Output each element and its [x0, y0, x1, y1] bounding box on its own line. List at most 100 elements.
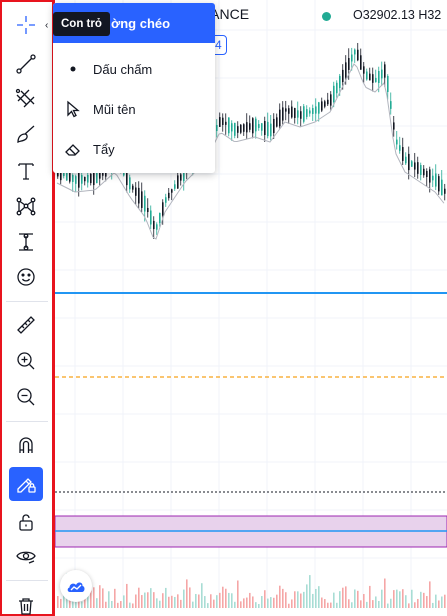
- zoom-out-icon: [17, 388, 35, 406]
- candle-body: [426, 171, 428, 177]
- zoom-out-button[interactable]: [9, 380, 43, 414]
- lock-drawing-button[interactable]: [9, 467, 43, 501]
- candle-body: [306, 109, 308, 117]
- candle-body: [387, 75, 389, 93]
- candle-body: [366, 71, 368, 80]
- emoji-icon: [17, 268, 35, 286]
- candle-body: [327, 99, 329, 105]
- candle-body: [162, 202, 164, 216]
- volume-bar: [141, 595, 143, 608]
- volume-bar: [150, 588, 152, 608]
- candle-body: [219, 117, 221, 127]
- candle-body: [438, 176, 440, 192]
- candle-body: [411, 161, 413, 167]
- emoji-tool-button[interactable]: [9, 260, 43, 294]
- volume-bar: [261, 596, 263, 608]
- candle-body: [315, 106, 317, 114]
- candle-body: [66, 170, 68, 181]
- candle-body: [72, 175, 74, 182]
- volume-bar: [321, 597, 323, 608]
- projection-icon: [19, 233, 33, 251]
- volume-bar: [135, 594, 137, 608]
- crosshair-tool-button[interactable]: [9, 8, 43, 42]
- volume-bar: [375, 596, 377, 608]
- chart-area[interactable]: [55, 0, 447, 616]
- trend-line-tool-button[interactable]: [9, 47, 43, 81]
- candle-body: [234, 122, 236, 136]
- candle-body: [174, 184, 176, 189]
- candle-body: [375, 77, 377, 83]
- candle-body: [222, 117, 224, 125]
- volume-bar: [252, 596, 254, 608]
- volume-bar: [111, 600, 113, 608]
- volume-bar: [243, 598, 245, 608]
- hide-drawings-button[interactable]: [9, 539, 43, 573]
- pitchfork-tool-button[interactable]: [9, 82, 43, 116]
- candle-body: [351, 54, 353, 62]
- volume-bar: [441, 596, 443, 608]
- eraser-icon: [53, 140, 93, 158]
- candle-body: [363, 66, 365, 74]
- candle-body: [90, 173, 92, 184]
- pattern-tool-button[interactable]: [9, 189, 43, 223]
- candle-body: [279, 109, 281, 127]
- chart-logo-button[interactable]: [60, 570, 92, 602]
- cloud-chart-icon: [67, 582, 85, 592]
- candle-body: [378, 71, 380, 83]
- expand-arrow-icon[interactable]: ‹: [45, 20, 49, 31]
- candle-body: [369, 73, 371, 81]
- volume-bar: [393, 590, 395, 608]
- candle-body: [261, 123, 263, 131]
- candle-body: [165, 197, 167, 203]
- volume-bar: [102, 588, 104, 608]
- candle-body: [372, 74, 374, 83]
- ruler-tool-button[interactable]: [9, 308, 43, 342]
- candle-body: [330, 94, 332, 106]
- toolbar-separator: [6, 580, 48, 581]
- candle-body: [285, 108, 287, 112]
- projection-tool-button[interactable]: [9, 225, 43, 259]
- candle-body: [414, 162, 416, 170]
- volume-bar: [177, 594, 179, 608]
- delete-drawings-button[interactable]: [9, 589, 43, 616]
- menu-item-arrow[interactable]: Mũi tên: [53, 89, 215, 129]
- candle-body: [243, 124, 245, 132]
- menu-item-eraser[interactable]: Tẩy: [53, 129, 215, 169]
- candle-body: [435, 173, 437, 187]
- volume-bar: [426, 596, 428, 608]
- menu-item-dot[interactable]: Dấu chấm: [53, 49, 215, 89]
- candle-body: [87, 175, 89, 183]
- candle-body: [420, 165, 422, 175]
- candle-body: [216, 124, 218, 132]
- candle-body: [357, 49, 359, 61]
- volume-bar: [348, 599, 350, 608]
- zoom-in-button[interactable]: [9, 344, 43, 378]
- crosshair-icon: [17, 16, 35, 34]
- candle-body: [81, 175, 83, 184]
- volume-bar: [267, 598, 269, 608]
- volume-bar: [345, 586, 347, 608]
- volume-bar: [90, 590, 92, 608]
- volume-bar: [171, 595, 173, 608]
- volume-bar: [108, 591, 110, 608]
- volume-bar: [432, 602, 434, 608]
- volume-bar: [207, 603, 209, 608]
- moving-average-line: [56, 63, 445, 240]
- candle-body: [333, 85, 335, 103]
- brush-tool-button[interactable]: [9, 117, 43, 151]
- text-tool-button[interactable]: [9, 154, 43, 188]
- candle-body: [273, 118, 275, 134]
- magnet-button[interactable]: [9, 428, 43, 462]
- zoom-in-icon: [17, 352, 35, 370]
- volume-bar: [99, 585, 101, 608]
- volume-bar: [366, 601, 368, 608]
- volume-bar: [237, 580, 239, 608]
- unlock-button[interactable]: [9, 505, 43, 539]
- ruler-icon: [17, 316, 35, 334]
- candle-body: [153, 220, 155, 230]
- candle-body: [408, 153, 410, 171]
- candle-body: [417, 162, 419, 174]
- candle-body: [147, 207, 149, 213]
- candle-body: [84, 176, 86, 182]
- candle-body: [381, 69, 383, 79]
